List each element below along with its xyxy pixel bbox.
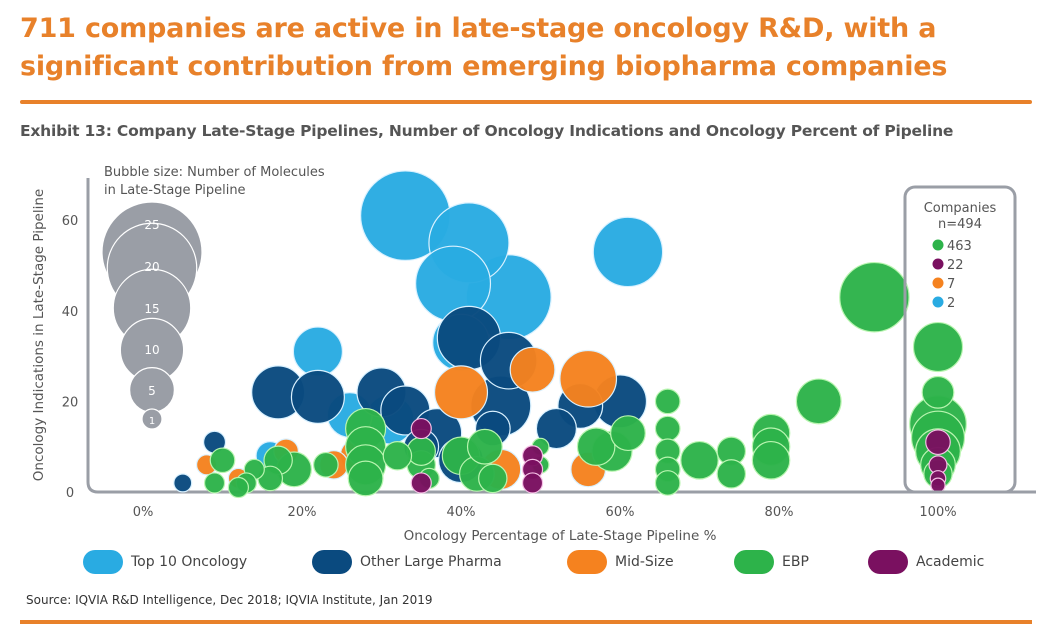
bubble-academic [521,472,544,494]
size-key-label: 1 [149,416,155,427]
bubble-ebp [466,428,503,465]
x-tick-label: 100% [919,505,956,520]
bubble-ebp [716,459,747,489]
bubble-ebp [839,261,910,333]
bubble-ebp [654,388,681,415]
legend-item-large-pharma: Other Large Pharma [312,550,502,574]
axes: 0 20 40 60 0% 20% 40% 60% 80% 100% Oncology Percen… [31,189,957,544]
companies-count-label: 7 [947,277,955,292]
size-key-label: 25 [144,218,159,232]
companies-count-label: 463 [947,239,972,254]
bubble-other-large-pharma [173,473,193,493]
bubble-academic [925,429,951,456]
size-key-title: Bubble size: Number of Molecules [104,165,325,180]
x-tick-label: 40% [447,505,476,520]
legend-label: Academic [916,554,985,570]
source-note: Source: IQVIA R&D Intelligence, Dec 2018… [26,593,433,607]
legend-label: Other Large Pharma [360,554,502,570]
x-tick-label: 20% [288,505,317,520]
bubbles [173,170,967,499]
companies-dot-top-10-oncology [932,296,944,308]
x-tick-label: 80% [765,505,794,520]
companies-count-label: 22 [947,258,964,273]
bubble-chart: Bubble size: Number of Molecules in Late-… [31,165,1036,544]
bubble-ebp [347,460,384,497]
x-axis-title: Oncology Percentage of Late-Stage Pipeli… [404,528,717,544]
header-divider [20,100,1032,104]
bubble-ebp [313,451,339,478]
x-tick-label: 60% [606,505,635,520]
size-key-label: 10 [144,343,159,357]
series-legend: Top 10 Oncology Other Large Pharma Mid-S… [80,550,1040,576]
bubble-other-large-pharma [535,407,578,450]
bubble-ebp [227,476,249,499]
bubble-ebp [382,441,413,471]
y-tick-label: 20 [62,395,79,410]
legend-label: Top 10 Oncology [131,554,248,570]
bubble-top-10-oncology [292,326,343,377]
legend-swatch-mid-size [567,550,607,574]
size-key-label: 15 [144,302,159,316]
bubble-ebp [921,375,955,409]
y-tick-label: 0 [66,486,74,501]
legend-label: Mid-Size [615,554,674,570]
size-key: Bubble size: Number of Molecules in Late-… [101,165,325,430]
y-tick-label: 40 [62,305,79,320]
legend-item-academic: Academic [868,550,984,574]
bubble-ebp [795,378,842,425]
bubble-ebp [654,415,681,442]
companies-count-label: 2 [947,296,955,311]
exhibit-title: Exhibit 13: Company Late-Stage Pipelines… [20,122,954,140]
size-key-bubble [141,408,163,430]
y-tick-label: 60 [62,214,79,229]
x-tick-label: 0% [133,505,154,520]
legend-item-ebp: EBP [734,550,809,574]
size-key-title: in Late-Stage Pipeline [104,183,246,198]
legend-item-top10: Top 10 Oncology [83,550,247,574]
bubble-academic [930,477,946,493]
legend-item-mid-size: Mid-Size [567,550,674,574]
bubble-mid-size [509,346,556,393]
companies-box-frame [903,185,1017,494]
bubble-mid-size [433,365,489,420]
bubble-ebp [203,472,226,494]
bubble-ebp [478,463,508,494]
legend-swatch-large-pharma [312,550,352,574]
legend-swatch-ebp [734,550,774,574]
size-key-label: 20 [144,260,159,274]
companies-dot-ebp [932,239,944,251]
companies-dot-academic [932,258,944,270]
headline: 711 companies are active in late-stage o… [20,13,948,82]
bubble-top-10-oncology [592,216,664,288]
size-key-label: 5 [148,384,156,398]
bubble-mid-size [559,349,618,408]
bubble-ebp [610,415,646,452]
companies-box-count: n=494 [938,217,982,232]
legend-label: EBP [782,554,809,570]
footer-divider [20,620,1032,624]
bubble-ebp [576,427,616,467]
companies-box-title: Companies [924,201,997,216]
bubble-ebp [912,321,964,373]
plot-frame [86,178,1036,494]
bubble-academic [410,417,432,440]
axis-line [86,178,1036,494]
bubble-ebp [209,447,236,474]
legend-swatch-academic [868,550,908,574]
y-axis-title: Oncology Indications in Late-Stage Pipel… [31,189,47,481]
bubble-ebp [680,440,719,480]
bubble-ebp [654,470,681,496]
bubble-academic [410,472,432,494]
bubble-ebp [751,440,791,480]
bubble-other-large-pharma [290,369,345,424]
legend-swatch-top10 [83,550,123,574]
companies-dot-mid-size [932,277,944,289]
